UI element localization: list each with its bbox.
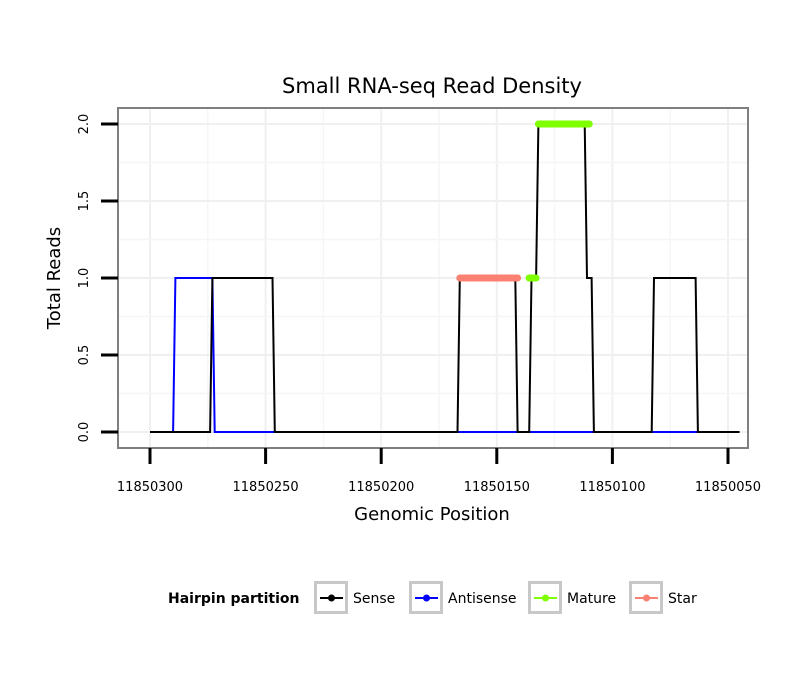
x-tick-label: 11850300 bbox=[117, 480, 183, 495]
y-axis: 0.0 0.5 1.0 1.5 2.0 bbox=[77, 114, 118, 443]
x-tick-label: 11850150 bbox=[464, 480, 530, 495]
series-group bbox=[150, 120, 740, 433]
legend-label: Star bbox=[668, 591, 697, 607]
legend-key-point bbox=[328, 594, 335, 602]
legend-key-point bbox=[423, 594, 430, 602]
legend-label: Sense bbox=[353, 591, 395, 607]
legend-title: Hairpin partition bbox=[168, 591, 299, 607]
x-axis-title: Genomic Position bbox=[354, 504, 510, 525]
legend-label: Antisense bbox=[448, 591, 517, 607]
legend-key-point bbox=[643, 594, 650, 602]
x-tick-label: 11850100 bbox=[579, 480, 645, 495]
legend-label: Mature bbox=[567, 591, 616, 607]
legend-key-point bbox=[542, 594, 549, 602]
y-tick-label: 2.0 bbox=[77, 114, 92, 135]
y-tick-label: 0.5 bbox=[77, 345, 92, 366]
legend-item-star: Star bbox=[629, 581, 697, 614]
y-tick-label: 1.5 bbox=[77, 191, 92, 212]
x-tick-label: 11850200 bbox=[348, 480, 414, 495]
legend-item-mature: Mature bbox=[528, 581, 616, 614]
y-tick-label: 0.0 bbox=[77, 422, 92, 443]
legend-item-antisense: Antisense bbox=[409, 581, 517, 614]
x-tick-label: 11850250 bbox=[233, 480, 299, 495]
x-tick-label: 11850050 bbox=[695, 480, 761, 495]
y-tick-label: 1.0 bbox=[77, 268, 92, 289]
y-axis-title: Total Reads bbox=[44, 227, 65, 330]
x-axis: 11850300 11850250 11850200 11850150 11850100… bbox=[117, 448, 761, 495]
chart-title: Small RNA-seq Read Density bbox=[282, 74, 582, 98]
legend-item-sense: Sense bbox=[314, 581, 395, 614]
legend: Hairpin partition Sense Antisense Mature Sta… bbox=[168, 581, 697, 614]
